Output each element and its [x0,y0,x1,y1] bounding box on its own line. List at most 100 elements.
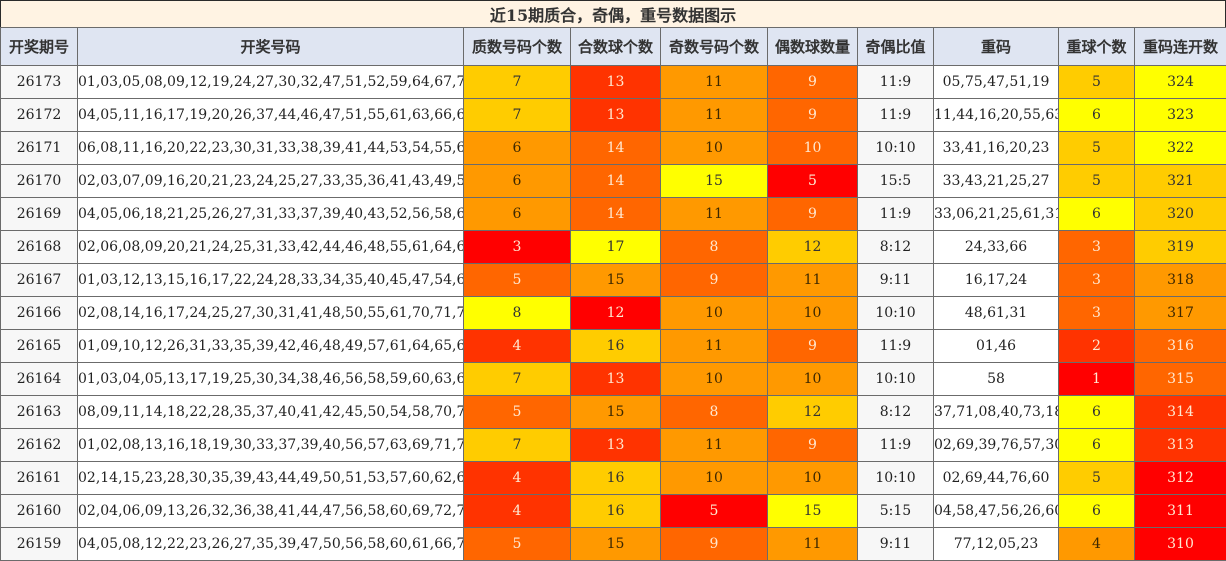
even-count-cell: 10 [768,132,858,165]
composite-count-cell: 13 [571,99,661,132]
numbers-cell: 01,03,05,08,09,12,19,24,27,30,32,47,51,5… [78,66,464,99]
composite-count-cell: 15 [571,264,661,297]
even-count-cell: 10 [768,297,858,330]
prime-count-cell: 7 [464,363,571,396]
prime-count-cell: 8 [464,297,571,330]
table-title: 近15期质合，奇偶，重号数据图示 [0,0,1226,28]
composite-count-cell: 12 [571,297,661,330]
odd-count-cell: 11 [661,330,768,363]
composite-count-cell: 14 [571,165,661,198]
numbers-cell: 04,05,08,12,22,23,26,27,35,39,47,50,56,5… [78,528,464,561]
odd-count-cell: 8 [661,396,768,429]
odd-count-cell: 10 [661,363,768,396]
even-count-cell: 15 [768,495,858,528]
composite-count-cell: 14 [571,132,661,165]
prime-count-cell: 6 [464,132,571,165]
header-repeat-numbers: 重码 [934,28,1059,66]
repeat-numbers-cell: 02,69,44,76,60 [934,462,1059,495]
repeat-count-cell: 6 [1059,429,1135,462]
header-composite-count: 合数球个数 [571,28,661,66]
composite-count-cell: 15 [571,528,661,561]
header-odd-count: 奇数号码个数 [661,28,768,66]
numbers-cell: 01,03,12,13,15,16,17,22,24,28,33,34,35,4… [78,264,464,297]
issue-cell: 26168 [1,231,78,264]
issue-cell: 26173 [1,66,78,99]
repeat-streak-cell: 310 [1135,528,1226,561]
repeat-streak-cell: 312 [1135,462,1226,495]
numbers-cell: 06,08,11,16,20,22,23,30,31,33,38,39,41,4… [78,132,464,165]
repeat-streak-cell: 314 [1135,396,1226,429]
numbers-cell: 08,09,11,14,18,22,28,35,37,40,41,42,45,5… [78,396,464,429]
odd-even-ratio-cell: 11:9 [858,66,934,99]
even-count-cell: 10 [768,363,858,396]
issue-cell: 26165 [1,330,78,363]
stats-table: 开奖期号 开奖号码 质数号码个数 合数球个数 奇数号码个数 偶数球数量 奇偶比值… [0,27,1226,561]
composite-count-cell: 13 [571,66,661,99]
odd-even-ratio-cell: 15:5 [858,165,934,198]
odd-count-cell: 11 [661,198,768,231]
even-count-cell: 12 [768,231,858,264]
prime-count-cell: 5 [464,264,571,297]
issue-cell: 26161 [1,462,78,495]
odd-count-cell: 10 [661,132,768,165]
prime-count-cell: 3 [464,231,571,264]
odd-count-cell: 10 [661,297,768,330]
repeat-count-cell: 6 [1059,495,1135,528]
repeat-numbers-cell: 24,33,66 [934,231,1059,264]
repeat-streak-cell: 321 [1135,165,1226,198]
even-count-cell: 10 [768,462,858,495]
composite-count-cell: 17 [571,231,661,264]
odd-even-ratio-cell: 9:11 [858,528,934,561]
issue-cell: 26169 [1,198,78,231]
numbers-cell: 01,02,08,13,16,18,19,30,33,37,39,40,56,5… [78,429,464,462]
odd-count-cell: 9 [661,528,768,561]
even-count-cell: 11 [768,264,858,297]
even-count-cell: 9 [768,99,858,132]
odd-count-cell: 5 [661,495,768,528]
repeat-numbers-cell: 33,06,21,25,61,31 [934,198,1059,231]
odd-even-ratio-cell: 8:12 [858,231,934,264]
repeat-count-cell: 5 [1059,165,1135,198]
even-count-cell: 9 [768,330,858,363]
repeat-streak-cell: 324 [1135,66,1226,99]
odd-even-ratio-cell: 11:9 [858,198,934,231]
composite-count-cell: 16 [571,330,661,363]
odd-even-ratio-cell: 10:10 [858,297,934,330]
repeat-numbers-cell: 01,46 [934,330,1059,363]
numbers-cell: 01,09,10,12,26,31,33,35,39,42,46,48,49,5… [78,330,464,363]
even-count-cell: 9 [768,429,858,462]
composite-count-cell: 14 [571,198,661,231]
prime-count-cell: 7 [464,429,571,462]
repeat-streak-cell: 315 [1135,363,1226,396]
repeat-numbers-cell: 05,75,47,51,19 [934,66,1059,99]
repeat-count-cell: 3 [1059,297,1135,330]
prime-count-cell: 5 [464,528,571,561]
odd-count-cell: 11 [661,429,768,462]
issue-cell: 26162 [1,429,78,462]
issue-cell: 26167 [1,264,78,297]
issue-cell: 26166 [1,297,78,330]
repeat-numbers-cell: 02,69,39,76,57,30 [934,429,1059,462]
repeat-numbers-cell: 48,61,31 [934,297,1059,330]
numbers-cell: 04,05,11,16,17,19,20,26,37,44,46,47,51,5… [78,99,464,132]
repeat-numbers-cell: 11,44,16,20,55,63 [934,99,1059,132]
composite-count-cell: 16 [571,462,661,495]
header-prime-count: 质数号码个数 [464,28,571,66]
composite-count-cell: 13 [571,363,661,396]
issue-cell: 26163 [1,396,78,429]
issue-cell: 26160 [1,495,78,528]
repeat-count-cell: 6 [1059,198,1135,231]
header-issue: 开奖期号 [1,28,78,66]
repeat-numbers-cell: 37,71,08,40,73,18 [934,396,1059,429]
repeat-streak-cell: 323 [1135,99,1226,132]
odd-even-ratio-cell: 10:10 [858,462,934,495]
odd-even-ratio-cell: 8:12 [858,396,934,429]
issue-cell: 26159 [1,528,78,561]
prime-count-cell: 6 [464,198,571,231]
repeat-numbers-cell: 16,17,24 [934,264,1059,297]
